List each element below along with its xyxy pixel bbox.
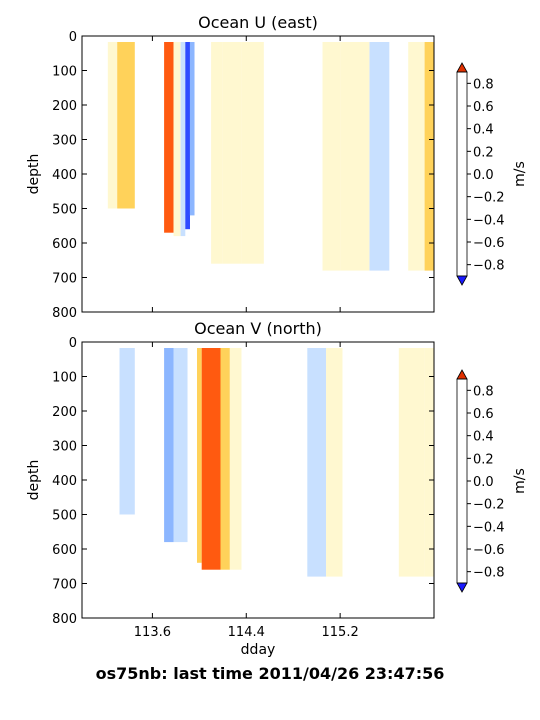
colorbar-tick-label: 0.0 (473, 168, 494, 183)
colorbar-tick-label: −0.2 (473, 498, 505, 513)
data-column (369, 348, 399, 612)
colorbar-tick-label: 0.2 (473, 145, 494, 160)
data-column (389, 42, 409, 306)
colorbar-tick-label: 0.4 (473, 123, 494, 138)
colorbar-tick-label: −0.2 (473, 191, 505, 206)
y-tick-label: 500 (52, 203, 77, 218)
data-column (90, 348, 108, 377)
y-axis-label: depth (26, 154, 42, 195)
y-tick-label: 200 (52, 99, 77, 114)
data-column (201, 348, 221, 570)
data-column (92, 42, 108, 71)
colorbar-tick-label: 0.6 (473, 100, 494, 115)
y-tick-label: 300 (52, 440, 77, 455)
data-column (164, 348, 174, 543)
colorbar-tick-label: −0.4 (473, 213, 505, 228)
colorbar-tick-label: −0.8 (473, 259, 505, 274)
x-tick-label: 115.2 (322, 625, 359, 640)
y-tick-label: 400 (52, 474, 77, 489)
data-column (229, 348, 242, 570)
y-tick-label: 100 (52, 65, 77, 80)
data-column (180, 42, 186, 237)
colorbar-extend-min (456, 275, 468, 286)
colorbar-extend-max (456, 62, 468, 73)
data-column (185, 42, 190, 230)
y-tick-label: 800 (52, 306, 77, 321)
colorbar-frame (456, 71, 468, 277)
data-column (307, 348, 327, 577)
data-column (424, 348, 434, 577)
y-tick-label: 0 (69, 336, 77, 351)
data-column (340, 42, 370, 271)
y-tick-label: 800 (52, 612, 77, 627)
data-column (173, 42, 181, 237)
data-column (222, 42, 242, 264)
y-tick-label: 100 (52, 371, 77, 386)
colorbar-label: m/s (512, 161, 528, 187)
colorbar-tick-label: −0.4 (473, 520, 505, 535)
footer-caption: os75nb: last time 2011/04/26 23:47:56 (95, 664, 445, 683)
chart-title: Ocean U (east) (198, 13, 318, 32)
chart-title: Ocean V (north) (194, 319, 322, 338)
x-tick-label: 113.6 (134, 625, 171, 640)
colorbar-tick-label: 0.8 (473, 384, 494, 399)
data-column (211, 42, 223, 264)
data-column (187, 348, 197, 549)
y-tick-label: 600 (52, 237, 77, 252)
data-column (293, 42, 323, 271)
data-column (241, 42, 264, 264)
y-tick-label: 600 (52, 543, 77, 558)
colorbar-tick-label: 0.6 (473, 407, 494, 422)
y-tick-label: 700 (52, 272, 77, 287)
colorbar-frame (456, 378, 468, 584)
colorbar-tick-label: −0.6 (473, 236, 505, 251)
data-column (194, 42, 211, 257)
data-column (220, 348, 230, 570)
data-column (241, 348, 270, 577)
data-column (263, 42, 294, 271)
colorbar-tick-label: −0.8 (473, 566, 505, 581)
colorbar-tick-label: 0.2 (473, 452, 494, 467)
y-axis-label: depth (26, 460, 42, 501)
data-column (322, 42, 341, 271)
colorbar-tick-label: 0.8 (473, 77, 494, 92)
colorbar-extend-min (456, 582, 468, 593)
data-column (117, 42, 135, 209)
colorbar-tick-label: 0.4 (473, 430, 494, 445)
data-column (326, 348, 343, 577)
colorbar-label: m/s (512, 468, 528, 494)
data-column (107, 42, 118, 209)
y-tick-label: 700 (52, 578, 77, 593)
data-column (107, 348, 120, 515)
y-tick-label: 300 (52, 134, 77, 149)
data-column (173, 348, 188, 543)
data-column (197, 348, 202, 563)
data-column (408, 42, 425, 271)
data-column (189, 42, 195, 216)
y-tick-label: 400 (52, 168, 77, 183)
x-axis-label: dday (241, 642, 276, 658)
data-column (398, 348, 425, 577)
colorbar-extend-max (456, 369, 468, 380)
y-tick-label: 500 (52, 509, 77, 524)
data-column (369, 42, 390, 271)
y-tick-label: 0 (69, 30, 77, 45)
data-column (119, 348, 135, 515)
data-column (424, 42, 434, 271)
data-column (342, 348, 370, 577)
colorbar-tick-label: −0.6 (473, 543, 505, 558)
data-column (164, 42, 174, 233)
y-tick-label: 200 (52, 405, 77, 420)
colorbar-tick-label: 0.0 (473, 475, 494, 490)
data-column (269, 348, 308, 577)
figure-canvas: 0 100 200 300 400 500 600 700 800 Ocean U (east) d… (26, 13, 528, 658)
x-tick-label: 114.4 (228, 625, 265, 640)
